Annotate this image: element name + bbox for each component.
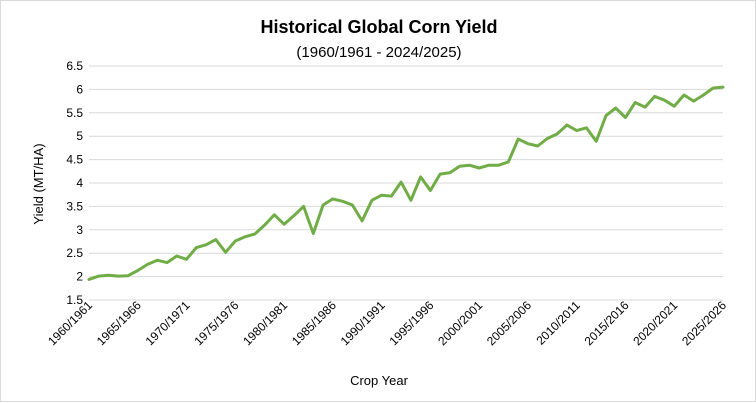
data-point <box>653 95 656 98</box>
data-point <box>146 263 149 266</box>
data-point <box>351 203 354 206</box>
x-tick-label: 1970/1971 <box>143 298 193 348</box>
data-point <box>575 129 578 132</box>
data-point <box>429 189 432 192</box>
data-point <box>595 140 598 143</box>
data-point <box>263 224 266 227</box>
data-point <box>487 164 490 167</box>
data-point <box>166 261 169 264</box>
data-point <box>712 86 715 89</box>
data-point <box>88 278 91 281</box>
data-point <box>224 251 227 254</box>
data-point <box>195 246 198 249</box>
data-point <box>565 123 568 126</box>
x-tick-label: 1965/1966 <box>94 298 144 348</box>
x-axis-title: Crop Year <box>350 373 408 388</box>
data-point <box>409 199 412 202</box>
data-point <box>400 181 403 184</box>
data-point <box>634 101 637 104</box>
data-point <box>331 197 334 200</box>
x-tick-label: 2025/2026 <box>679 298 729 348</box>
x-tick-label: 2020/2021 <box>630 298 680 348</box>
y-tick-label: 3 <box>76 223 83 237</box>
data-point <box>526 142 529 145</box>
data-point <box>439 173 442 176</box>
data-point <box>507 160 510 163</box>
x-tick-label: 1990/1991 <box>338 298 388 348</box>
data-point <box>585 126 588 129</box>
x-tick-label: 2000/2001 <box>435 298 485 348</box>
data-point <box>448 171 451 174</box>
data-point <box>205 243 208 246</box>
x-tick-label: 1995/1996 <box>386 298 436 348</box>
data-point <box>380 194 383 197</box>
data-point <box>536 145 539 148</box>
data-point <box>302 205 305 208</box>
data-point <box>107 274 110 277</box>
x-tick-label: 1980/1981 <box>240 298 290 348</box>
data-point <box>546 137 549 140</box>
y-tick-label: 5 <box>76 129 83 143</box>
yield-series-line <box>87 85 725 281</box>
data-point <box>156 259 159 262</box>
data-point <box>604 114 607 117</box>
y-axis-title: Yield (MT/HA) <box>31 143 46 224</box>
x-tick-label: 2015/2016 <box>582 298 632 348</box>
data-point <box>283 223 286 226</box>
y-tick-label: 2.5 <box>66 246 83 260</box>
data-point <box>244 235 247 238</box>
data-point <box>624 116 627 119</box>
chart-title: Historical Global Corn Yield <box>260 17 497 37</box>
data-point <box>517 138 520 141</box>
data-point <box>312 232 315 235</box>
data-point <box>458 165 461 168</box>
data-point <box>341 200 344 203</box>
y-tick-label: 3.5 <box>66 199 83 213</box>
data-point <box>614 107 617 110</box>
data-point <box>117 275 120 278</box>
data-point <box>253 233 256 236</box>
data-point <box>556 132 559 135</box>
x-tick-label: 1975/1976 <box>191 298 241 348</box>
data-point <box>175 255 178 258</box>
data-point <box>273 213 276 216</box>
y-tick-label: 4.5 <box>66 153 83 167</box>
data-point <box>136 269 139 272</box>
data-point <box>127 274 130 277</box>
x-tick-label: 2005/2006 <box>484 298 534 348</box>
data-point <box>361 219 364 222</box>
data-point <box>97 275 100 278</box>
data-point <box>682 94 685 97</box>
data-point <box>643 106 646 109</box>
y-tick-label: 6.5 <box>66 59 83 73</box>
data-point <box>692 100 695 103</box>
data-point <box>292 214 295 217</box>
data-point <box>478 167 481 170</box>
data-point <box>722 86 725 89</box>
y-tick-label: 1.5 <box>66 293 83 307</box>
data-point <box>702 94 705 97</box>
data-point <box>673 105 676 108</box>
data-point <box>663 99 666 102</box>
y-tick-label: 2 <box>76 270 83 284</box>
data-point <box>185 258 188 261</box>
chart-subtitle: (1960/1961 - 2024/2025) <box>296 44 461 61</box>
x-tick-label: 1985/1986 <box>289 298 339 348</box>
data-point <box>214 238 217 241</box>
x-tick-label: 2010/2011 <box>533 298 583 348</box>
data-point <box>419 175 422 178</box>
y-tick-label: 4 <box>76 176 83 190</box>
data-point <box>390 195 393 198</box>
data-point <box>234 240 237 243</box>
y-tick-label: 5.5 <box>66 106 83 120</box>
data-point <box>322 203 325 206</box>
data-point <box>497 164 500 167</box>
data-point <box>370 199 373 202</box>
y-tick-label: 6 <box>76 82 83 96</box>
data-point <box>468 164 471 167</box>
